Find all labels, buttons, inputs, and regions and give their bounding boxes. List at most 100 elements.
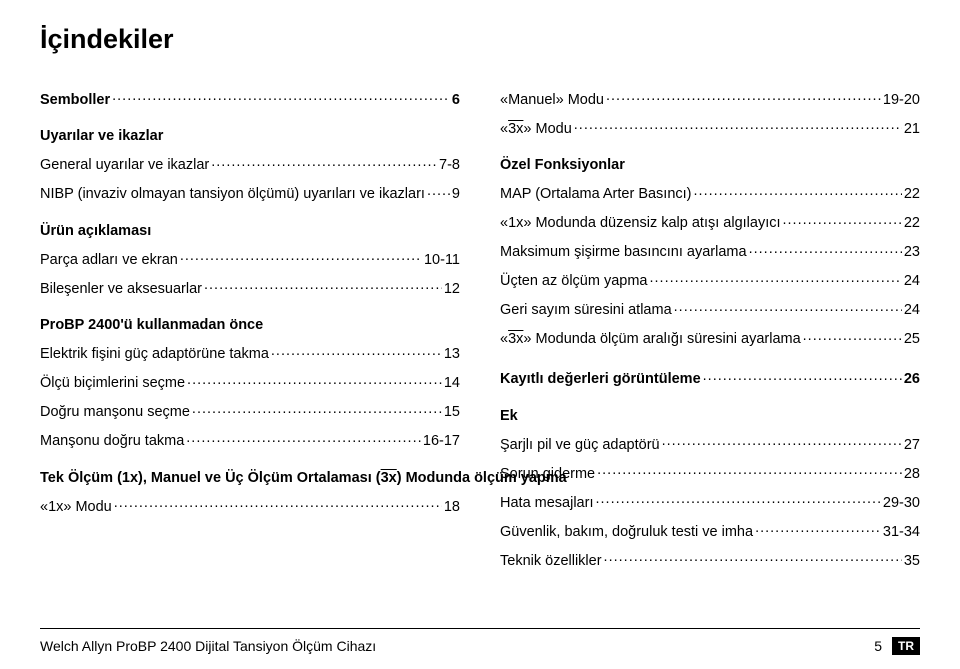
toc-page: 23: [904, 245, 920, 260]
toc-label: «3x» Modunda ölçüm aralığı süresini ayar…: [500, 332, 801, 347]
toc-label: Teknik özellikler: [500, 554, 602, 569]
toc-leader: [694, 184, 902, 199]
toc-leader: [604, 550, 902, 565]
toc-label: NIBP (invaziv olmayan tansiyon ölçümü) u…: [40, 187, 425, 202]
toc-entry: Parça adları ve ekran 10-11: [40, 249, 460, 267]
page-footer: Welch Allyn ProBP 2400 Dijital Tansiyon …: [40, 628, 920, 655]
toc-leader: [271, 344, 442, 359]
toc-page: 7-8: [439, 158, 460, 173]
toc-label: Elektrik fişini güç adaptörüne takma: [40, 347, 269, 362]
toc-leader: [192, 402, 442, 417]
toc-page: 22: [904, 216, 920, 231]
toc-section: Semboller 6: [40, 89, 460, 107]
toc-page: 19-20: [883, 93, 920, 108]
toc-page: 31-34: [883, 525, 920, 540]
toc-leader: [755, 521, 881, 536]
toc-label: MAP (Ortalama Arter Basıncı): [500, 187, 692, 202]
toc-entry: Üçten az ölçüm yapma 24: [500, 271, 920, 289]
toc-page: 26: [904, 372, 920, 387]
toc-entry: Güvenlik, bakım, doğruluk testi ve imha …: [500, 521, 920, 539]
toc-section: Kayıtlı değerleri görüntüleme 26: [500, 369, 920, 387]
toc-entry: Şarjlı pil ve güç adaptörü 27: [500, 434, 920, 452]
toc-label: Ek: [500, 409, 518, 424]
toc-page: 12: [444, 282, 460, 297]
page-title: İçindekiler: [40, 24, 920, 55]
toc-label: Geri sayım süresini atlama: [500, 303, 672, 318]
toc-label: «1x» Modu: [40, 500, 112, 515]
toc-leader: [112, 89, 450, 104]
toc-entry: «1x» Modu 18: [40, 496, 460, 514]
toc-label: Güvenlik, bakım, doğruluk testi ve imha: [500, 525, 753, 540]
toc-entry: General uyarılar ve ikazlar 7-8: [40, 155, 460, 173]
toc-entry: Elektrik fişini güç adaptörüne takma 13: [40, 344, 460, 362]
toc-leader: [803, 329, 902, 344]
toc-leader: [674, 300, 902, 315]
toc-section: Ürün açıklaması: [40, 224, 460, 239]
toc-entry: Geri sayım süresini atlama 24: [500, 300, 920, 318]
toc-label: ProBP 2400'ü kullanmadan önce: [40, 318, 263, 333]
toc-section: Uyarılar ve ikazlar: [40, 129, 460, 144]
toc-entry: «3x» Modunda ölçüm aralığı süresini ayar…: [500, 329, 920, 347]
toc-entry: Bileşenler ve aksesuarlar 12: [40, 278, 460, 296]
toc-label: «3x» Modu: [500, 122, 572, 137]
toc-column-left: Semboller 6 Uyarılar ve ikazlar General uy…: [40, 89, 460, 579]
toc-label: «Manuel» Modu: [500, 93, 604, 108]
toc-leader: [187, 373, 442, 388]
toc-label: Bileşenler ve aksesuarlar: [40, 282, 202, 297]
toc-label: Tek Ölçüm (1x), Manuel ve Üç Ölçüm Ortal…: [40, 471, 567, 486]
toc-label: Ürün açıklaması: [40, 224, 151, 239]
footer-product: Welch Allyn ProBP 2400 Dijital Tansiyon …: [40, 638, 376, 654]
toc-page: 35: [904, 554, 920, 569]
toc-label: Ölçü biçimlerini seçme: [40, 376, 185, 391]
toc-entry: NIBP (invaziv olmayan tansiyon ölçümü) u…: [40, 184, 460, 202]
toc-leader: [662, 434, 902, 449]
toc-page: 28: [904, 467, 920, 482]
toc-entry: «3x» Modu 21: [500, 118, 920, 136]
toc-entry: Manşonu doğru takma 16-17: [40, 431, 460, 449]
toc-column-right: «Manuel» Modu 19-20 «3x» Modu 21 Özel Fonk…: [500, 89, 920, 579]
toc-page: 9: [452, 187, 460, 202]
toc-entry: «1x» Modunda düzensiz kalp atışı algılay…: [500, 213, 920, 231]
toc-section: Özel Fonksiyonlar: [500, 158, 920, 173]
footer-lang-badge: TR: [892, 637, 920, 655]
toc-page: 21: [904, 122, 920, 137]
toc-label: Maksimum şişirme basıncını ayarlama: [500, 245, 747, 260]
toc-entry: Maksimum şişirme basıncını ayarlama 23: [500, 242, 920, 260]
toc-label: Semboller: [40, 93, 110, 108]
toc-section: ProBP 2400'ü kullanmadan önce: [40, 318, 460, 333]
toc-section: Tek Ölçüm (1x), Manuel ve Üç Ölçüm Ortal…: [40, 471, 460, 486]
toc-leader: [749, 242, 902, 257]
toc-entry: Sorun giderme 28: [500, 463, 920, 481]
toc-entry: Hata mesajları 29-30: [500, 492, 920, 510]
toc-page: 29-30: [883, 496, 920, 511]
toc-leader: [211, 155, 437, 170]
toc-label: «1x» Modunda düzensiz kalp atışı algılay…: [500, 216, 781, 231]
toc-label: Hata mesajları: [500, 496, 593, 511]
toc-label: Kayıtlı değerleri görüntüleme: [500, 372, 701, 387]
toc-page: 25: [904, 332, 920, 347]
toc-leader: [783, 213, 902, 228]
toc-page: 14: [444, 376, 460, 391]
toc-label: Üçten az ölçüm yapma: [500, 274, 647, 289]
toc-leader: [597, 463, 902, 478]
toc-leader: [204, 278, 442, 293]
toc-label: Özel Fonksiyonlar: [500, 158, 625, 173]
toc-leader: [606, 89, 881, 104]
toc-page: 6: [452, 93, 460, 108]
toc-entry: Doğru manşonu seçme 15: [40, 402, 460, 420]
toc-label: Parça adları ve ekran: [40, 253, 178, 268]
toc-page: 10-11: [424, 253, 460, 268]
toc-leader: [186, 431, 421, 446]
toc-label: Manşonu doğru takma: [40, 434, 184, 449]
toc-entry: Teknik özellikler 35: [500, 550, 920, 568]
toc-leader: [595, 492, 880, 507]
toc-leader: [180, 249, 422, 264]
toc-entry: MAP (Ortalama Arter Basıncı) 22: [500, 184, 920, 202]
toc-leader: [703, 369, 902, 384]
toc-columns: Semboller 6 Uyarılar ve ikazlar General uy…: [40, 89, 920, 579]
footer-page-number: 5: [874, 638, 882, 654]
toc-entry: «Manuel» Modu 19-20: [500, 89, 920, 107]
toc-page: 27: [904, 438, 920, 453]
toc-page: 18: [444, 500, 460, 515]
toc-page: 24: [904, 303, 920, 318]
